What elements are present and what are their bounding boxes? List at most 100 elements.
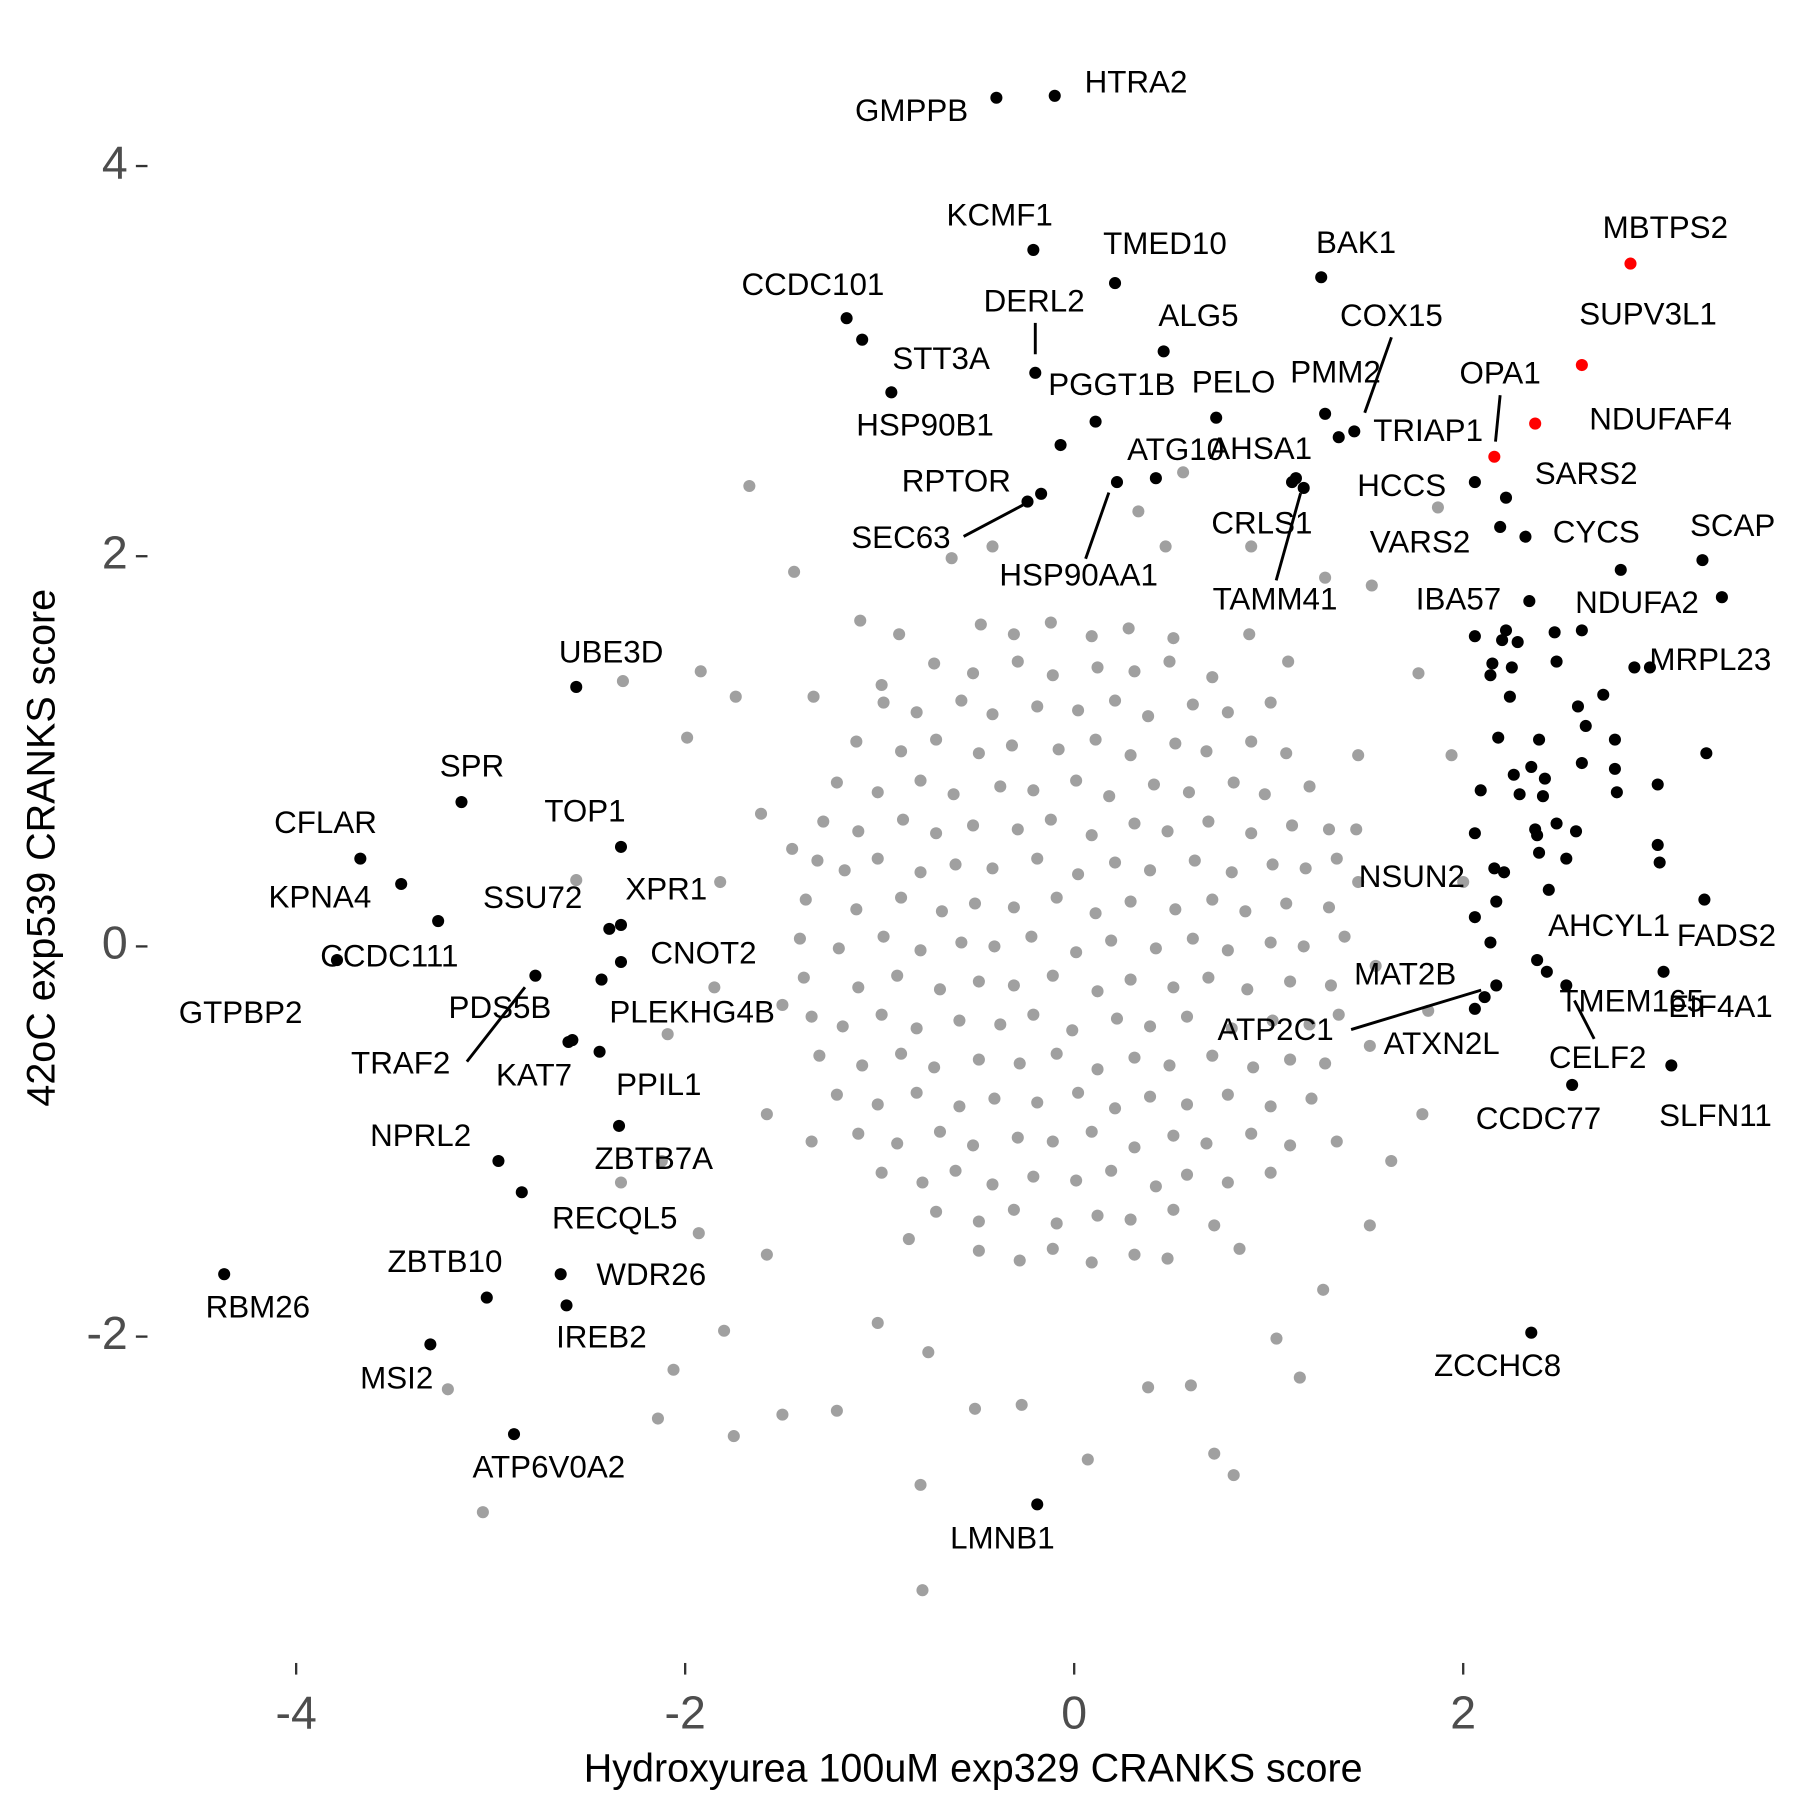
point [1696,554,1709,567]
point [661,1028,674,1041]
point [776,1408,789,1421]
point-label: KAT7 [496,1058,572,1093]
point [832,942,845,955]
point [1110,476,1124,489]
point-label: VARS2 [1370,525,1470,560]
point [218,1268,231,1281]
point-label: MRPL23 [1649,642,1771,677]
point [1147,778,1160,791]
point [1007,901,1020,914]
point [856,1059,869,1072]
point [1142,710,1155,723]
point [1499,624,1513,637]
point [972,1244,985,1257]
point [1163,655,1176,668]
point-label: COX15 [1340,298,1443,333]
point [967,667,980,680]
point [1575,358,1588,372]
point [1511,636,1524,649]
point [1486,657,1499,670]
point-label: OPA1 [1459,356,1540,391]
point [1352,875,1365,889]
point [593,1045,606,1058]
point [424,1338,437,1351]
point [1538,772,1551,785]
x-tick-label: -4 [276,1687,317,1739]
label-connector [1494,395,1502,442]
point-label: NSUN2 [1359,859,1465,894]
point [566,1034,579,1047]
point [1608,762,1621,775]
label-connector [1084,492,1111,560]
point-label: HSP90B1 [856,407,994,442]
point [570,874,583,887]
point [1091,1209,1104,1222]
point [529,969,542,982]
point [1167,632,1180,645]
point [1457,875,1470,889]
point-label: ZBTB10 [387,1244,502,1279]
point [1385,1154,1398,1168]
point [1044,616,1057,629]
point [1089,733,1102,746]
point [933,1125,947,1138]
point [1651,778,1664,791]
point-label: NPRL2 [370,1118,471,1153]
point-label: HTRA2 [1085,64,1188,99]
point [1200,745,1213,758]
point [1531,954,1544,967]
point [614,840,628,853]
point [1284,1139,1297,1152]
x-tick-label: 0 [1061,1687,1087,1739]
point [871,852,884,865]
point [1468,630,1481,643]
point [994,1018,1007,1031]
point [1363,1039,1376,1052]
point [1523,595,1536,608]
point-label: ZCCHC8 [1434,1348,1561,1383]
point [1180,1010,1194,1023]
point [930,827,943,840]
point-label: ATP2C1 [1218,1012,1334,1047]
point [1315,271,1328,284]
point [852,1127,865,1140]
point [1011,1131,1024,1144]
point [1054,438,1067,452]
y-tick-label: 4 [102,136,128,188]
point [1484,669,1497,682]
point [928,657,941,670]
point [1124,895,1137,908]
point [799,893,812,906]
point [1264,936,1277,949]
point [1490,895,1503,908]
point [871,1098,884,1111]
point [1027,784,1040,797]
point [1322,901,1336,914]
point-label: GMPPB [855,93,968,128]
point [603,922,616,935]
point-label: TMEM165 [1559,983,1704,1018]
point [817,815,830,828]
point [895,891,908,904]
point [1206,671,1219,684]
point-label: SARS2 [1535,456,1638,491]
point [476,1506,489,1519]
point [786,842,799,855]
label-connector [1573,999,1596,1040]
point [1614,563,1627,576]
point [714,875,727,889]
point [1264,1166,1277,1179]
point-label: WDR26 [596,1257,706,1292]
point [1013,1057,1026,1070]
point [1299,862,1312,875]
point [922,1346,935,1359]
point [1128,1141,1141,1154]
point-label: IBA57 [1416,581,1501,616]
point-label: SUPV3L1 [1579,297,1717,332]
point [1128,817,1141,830]
point-label: DERL2 [984,283,1085,318]
point [1021,495,1034,508]
point [850,903,863,916]
point [949,1164,962,1177]
point [967,1139,980,1152]
